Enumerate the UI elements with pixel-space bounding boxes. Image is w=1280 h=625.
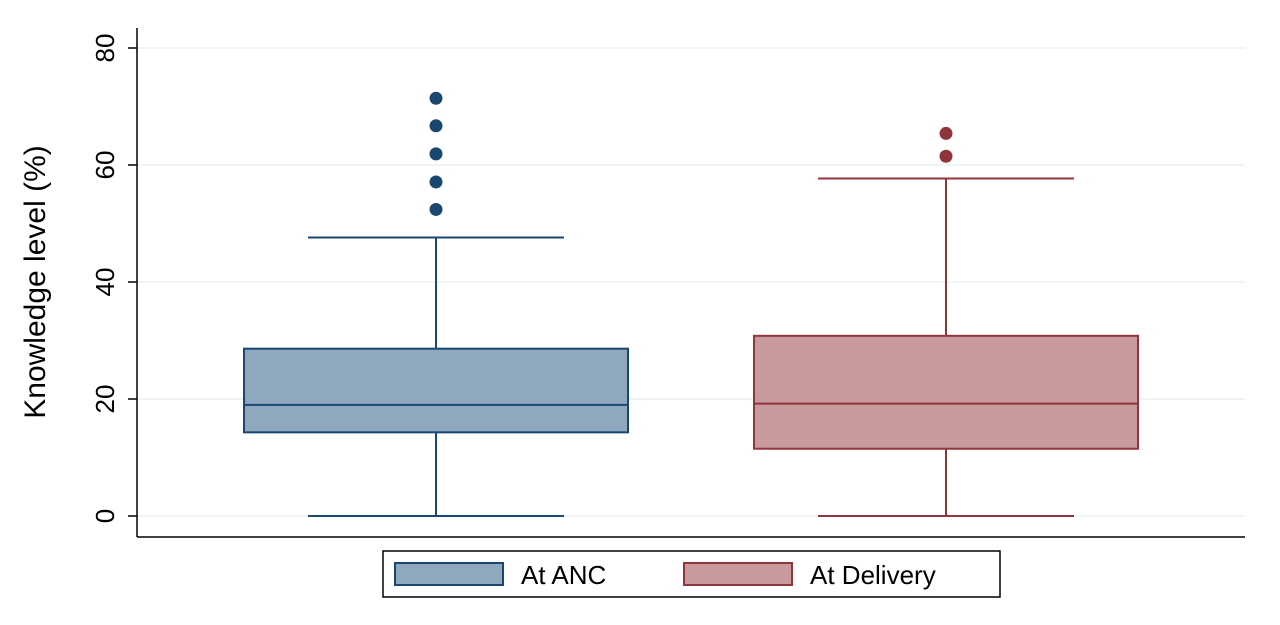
- y-tick-label: 40: [90, 268, 120, 297]
- outlier-point: [429, 175, 443, 189]
- outlier-point: [429, 147, 443, 161]
- y-tick-label: 60: [90, 151, 120, 180]
- y-tick-label: 80: [90, 34, 120, 63]
- box-at-delivery: [753, 126, 1139, 517]
- box-at-anc: [243, 91, 629, 517]
- legend-swatch: [394, 562, 504, 586]
- outlier-point: [429, 119, 443, 133]
- boxes: [243, 91, 1139, 517]
- outlier-point: [429, 91, 443, 105]
- iqr-box: [243, 347, 629, 434]
- legend-label: At ANC: [521, 560, 606, 590]
- outlier-point: [939, 126, 953, 140]
- axes: 0 20 40 60 80: [90, 28, 1245, 538]
- y-tick-label: 20: [90, 385, 120, 414]
- legend: At ANC At Delivery: [382, 550, 1001, 598]
- iqr-box: [753, 334, 1139, 450]
- legend-swatch: [683, 562, 793, 586]
- outlier-point: [939, 149, 953, 163]
- y-axis-label: Knowledge level (%): [19, 145, 52, 418]
- legend-label: At Delivery: [810, 560, 936, 590]
- y-tick-label: 0: [90, 509, 120, 523]
- outlier-point: [429, 202, 443, 216]
